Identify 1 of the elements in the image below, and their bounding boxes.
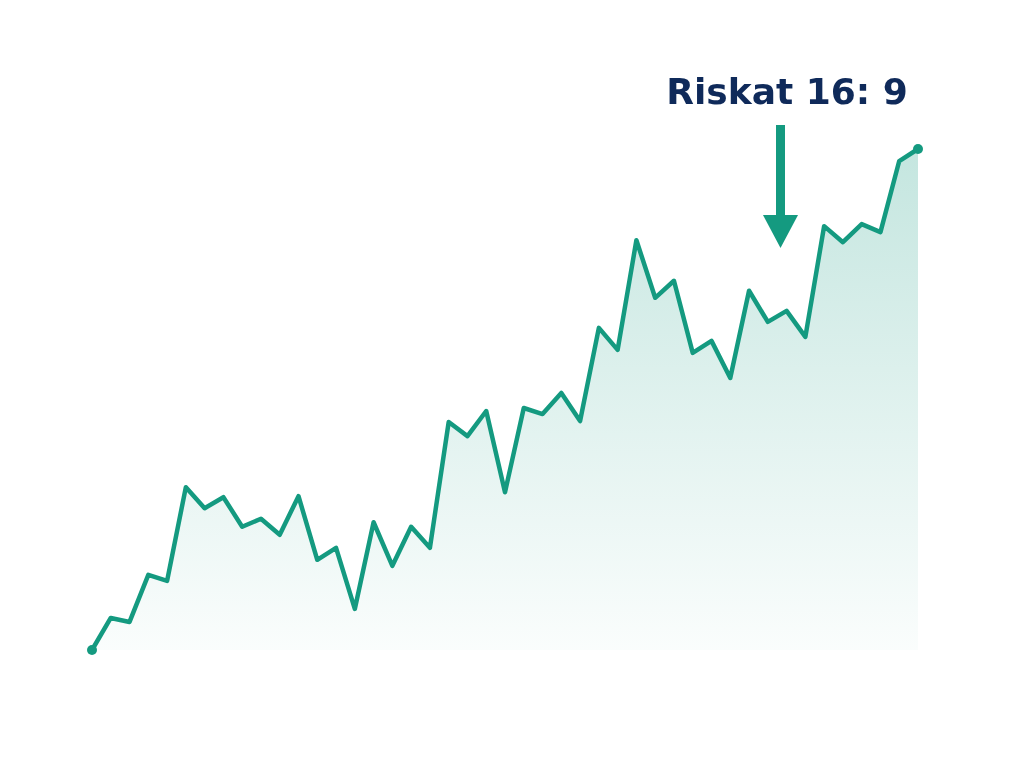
text: Riskat 16: 9 — [666, 71, 908, 112]
